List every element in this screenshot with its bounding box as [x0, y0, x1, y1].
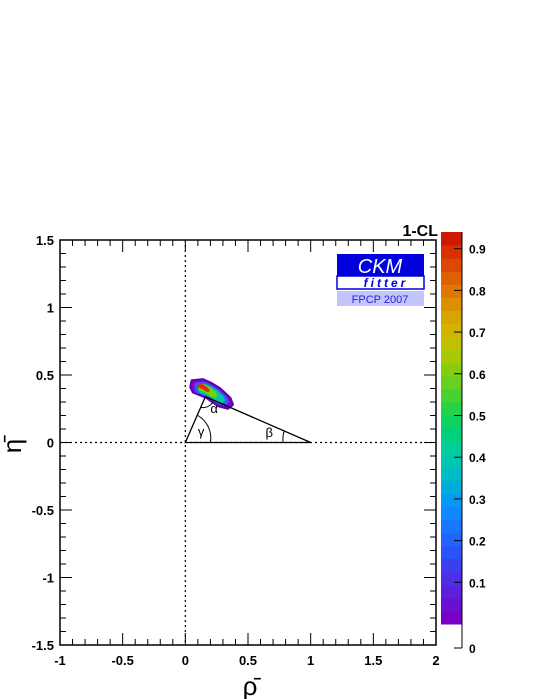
colorbar-band: [441, 323, 462, 338]
x-axis-label: ρ̄: [243, 671, 262, 699]
colorbar-band: [441, 519, 462, 534]
confidence-region: [189, 378, 234, 410]
colorbar-band: [441, 428, 462, 442]
colorbar-band: [441, 297, 462, 311]
x-tick-label: 1: [307, 653, 314, 668]
logo-caption: FPCP 2007: [352, 294, 409, 306]
colorbar-band: [441, 441, 462, 455]
colorbar-band: [441, 271, 462, 285]
colorbar-band: [441, 610, 462, 625]
y-tick-label: -1.5: [32, 638, 54, 653]
colorbar-tick-label: 0.2: [469, 535, 486, 549]
colorbar-band: [441, 571, 462, 586]
colorbar-band: [441, 454, 462, 468]
colorbar-band: [441, 558, 462, 573]
unitarity-triangle: γ β α: [184, 395, 311, 444]
y-axis-label: η̄: [0, 435, 27, 453]
colorbar-title: 1-CL: [402, 223, 438, 240]
logo-subtitle-box: [336, 275, 425, 290]
colorbar-band: [441, 232, 462, 246]
x-tick-label: 0.5: [239, 653, 257, 668]
beta-label: β: [266, 425, 273, 440]
y-tick-label: 1: [47, 301, 54, 316]
colorbar-band: [441, 388, 462, 403]
colorbar-band: [441, 467, 462, 481]
alpha-label: α: [210, 401, 218, 416]
colorbar-band: [441, 336, 462, 351]
colorbar-band: [441, 258, 462, 272]
colorbar-band: [441, 480, 462, 494]
colorbar-tick-label: 0.9: [469, 243, 486, 257]
x-tick-label: -0.5: [111, 653, 133, 668]
colorbar-band: [441, 375, 462, 390]
colorbar-tick-label: 0.5: [469, 409, 486, 423]
colorbar-tick-label: 0: [469, 642, 476, 656]
colorbar-band: [441, 532, 462, 547]
colorbar: 0 0.1 0.2 0.3 0.4 0.5 0.6 0.7 0.8 0.9 1-CL: [402, 223, 486, 656]
triangle-sides: [184, 395, 311, 444]
x-tick-label: 1.5: [364, 653, 382, 668]
colorbar-band: [441, 401, 462, 416]
colorbar-band: [441, 597, 462, 612]
gamma-arc: [197, 415, 212, 443]
gamma-label: γ: [198, 424, 205, 439]
y-tick-label: -0.5: [32, 503, 54, 518]
logo-caption-box: [337, 291, 424, 306]
colorbar-tick-label: 0.4: [469, 451, 486, 465]
colorbar-tick-label: 0.6: [469, 368, 486, 382]
x-tick-label: 2: [432, 653, 439, 668]
colorbar-tick-label: 0.8: [469, 284, 486, 298]
cl-contour-0.9: [198, 383, 210, 393]
y-tick-label: 1.5: [36, 233, 54, 248]
colorbar-band: [441, 284, 462, 298]
colorbar-band: [441, 310, 462, 324]
logo-title: CKM: [358, 256, 403, 278]
colorbar-tick-label: 0.7: [469, 326, 486, 340]
y-tick-label: 0: [47, 436, 54, 451]
colorbar-band: [441, 506, 462, 520]
x-tick-label: -1: [54, 653, 66, 668]
colorbar-band: [441, 362, 462, 377]
colorbar-band: [441, 545, 462, 560]
colorbar-band: [441, 245, 462, 259]
axes: -1 -0.5 0 0.5 1 1.5 2-1.5-1-0.500.511.5ρ̄η̄: [0, 233, 440, 699]
colorbar-band: [441, 584, 462, 599]
colorbar-band: [441, 493, 462, 507]
logo-subtitle: fitter: [364, 276, 409, 290]
logo-top-block: [337, 254, 424, 276]
x-tick-label: 0: [182, 653, 189, 668]
y-tick-label: 0.5: [36, 368, 54, 383]
colorbar-tick-label: 0.1: [469, 576, 486, 590]
colorbar-tick-label: 0.3: [469, 493, 486, 507]
alpha-arc: [200, 401, 214, 409]
colorbar-band: [441, 414, 462, 429]
y-tick-label: -1: [42, 571, 54, 586]
colorbar-band: [441, 349, 462, 364]
beta-arc: [282, 430, 285, 443]
